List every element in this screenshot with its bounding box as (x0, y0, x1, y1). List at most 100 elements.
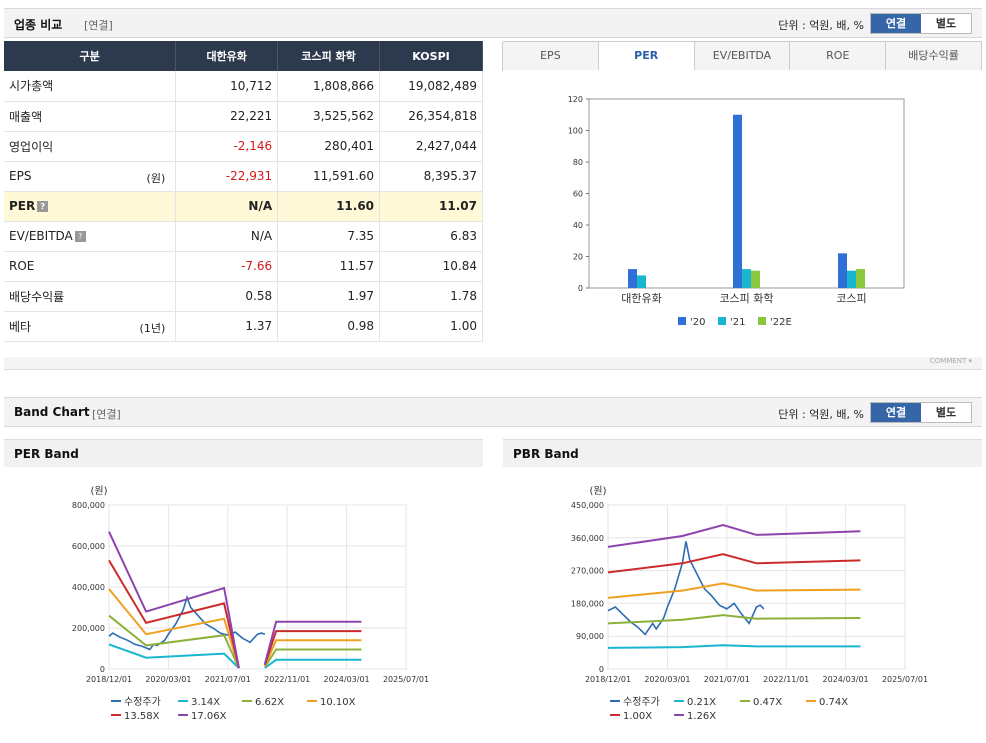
table-cell: 11.57 (277, 251, 381, 282)
bar (733, 114, 742, 288)
table-row: 영업이익 -2,146 280,401 2,427,044 (4, 131, 483, 162)
series-line (108, 594, 266, 651)
row-label-text: 시가총액 (9, 79, 54, 94)
series-line (108, 588, 362, 669)
series-line (607, 523, 861, 548)
table-row: EV/EBITDA? N/A 7.35 6.83 (4, 221, 483, 252)
row-label-text: 매출액 (9, 109, 43, 124)
row-label: EPS (원) (4, 161, 177, 192)
row-label-text: 베타 (9, 319, 32, 334)
tab-per[interactable]: PER (597, 42, 695, 71)
tab-dividend-yield[interactable]: 배당수익률 (885, 42, 982, 71)
y-tick-label: 80 (573, 158, 583, 167)
legend-label: '21 (730, 317, 745, 328)
series-line (607, 644, 861, 649)
legend-label: '22E (770, 317, 792, 328)
tab-eps[interactable]: EPS (502, 42, 599, 71)
table-cell: 8,395.37 (379, 161, 483, 192)
divider (4, 369, 982, 370)
table-cell: 1.37 (175, 311, 279, 342)
row-label: 영업이익 (4, 131, 177, 162)
table-row: 매출액 22,221 3,525,562 26,354,818 (4, 101, 483, 132)
x-tick-label: 2024/03/01 (324, 675, 370, 684)
toggle-consolidated-button[interactable]: 연결 (871, 14, 921, 33)
y-tick-label: 40 (573, 221, 583, 230)
legend-label: 0.47X (753, 697, 782, 708)
y-tick-label: 0 (100, 665, 105, 674)
plot-area (588, 98, 905, 289)
comment-label: COMMENT (929, 357, 967, 365)
table-cell: 26,354,818 (379, 101, 483, 132)
x-tick-label: 2024/03/01 (823, 675, 869, 684)
legend-label: 수정주가 (124, 696, 161, 708)
tab-ev-ebitda[interactable]: EV/EBITDA (693, 42, 791, 71)
metric-tabs: EPS PER EV/EBITDA ROE 배당수익률 (502, 41, 982, 71)
legend-label: 1.00X (623, 711, 652, 722)
table-row: 시가총액 10,712 1,808,866 19,082,489 (4, 71, 483, 102)
y-tick-label: 270,000 (571, 567, 604, 576)
industry-compare-header: 업종 비교 [연결] 단위 : 억원, 배, % 연결 별도 (4, 8, 982, 38)
help-icon[interactable]: ? (74, 231, 86, 242)
column-header: 구분 (4, 41, 177, 71)
table-header-row: 구분 대한유화 코스피 화학 KOSPI (4, 41, 483, 71)
row-unit: (1년) (139, 321, 166, 335)
series-line (108, 531, 362, 669)
table-cell: 10,712 (175, 71, 279, 102)
legend-label: 0.74X (819, 697, 848, 708)
pbr-band-chart-panel: (원) 0 90,000 180,000 270,000 360,000 450,000 20… (503, 467, 982, 737)
bar (637, 275, 646, 288)
bar (742, 269, 751, 288)
y-tick-label: 20 (573, 253, 583, 262)
row-label: ROE (4, 251, 177, 282)
table-cell: 0.58 (175, 281, 279, 312)
row-label: 시가총액 (4, 71, 177, 102)
legend-label: 0.21X (687, 697, 716, 708)
tab-roe[interactable]: ROE (789, 42, 887, 71)
legend-label: 10.10X (320, 697, 356, 708)
legend-swatch (718, 317, 726, 325)
toggle-separate-button[interactable]: 별도 (935, 17, 957, 30)
legend-label: 수정주가 (623, 696, 660, 708)
y-tick-label: 60 (573, 190, 583, 199)
series-line (607, 553, 861, 574)
column-header: 대한유화 (175, 41, 279, 71)
series-line (108, 643, 362, 669)
table-cell: 0.98 (277, 311, 381, 342)
comparison-table: 구분 대한유화 코스피 화학 KOSPI 시가총액 10,712 1,808,866… (4, 41, 483, 342)
comment-toggle[interactable]: COMMENT ▾ (929, 357, 972, 365)
table-cell: N/A (175, 191, 279, 222)
y-axis-unit: (원) (589, 485, 606, 497)
row-label: 배당수익률 (4, 281, 177, 312)
toggle-separate-button[interactable]: 별도 (935, 406, 957, 419)
legend-label: '20 (690, 317, 705, 328)
table-cell: 1,808,866 (277, 71, 381, 102)
table-cell: -7.66 (175, 251, 279, 282)
series-line (607, 541, 765, 636)
y-tick-label: 800,000 (72, 501, 105, 510)
x-tick-label: 2021/07/01 (704, 675, 750, 684)
comment-strip: COMMENT ▾ (4, 357, 982, 369)
row-unit: (원) (146, 171, 166, 185)
table-cell: 11,591.60 (277, 161, 381, 192)
toggle-consolidated-button[interactable]: 연결 (871, 403, 921, 422)
bar (838, 253, 847, 288)
table-cell: 1.00 (379, 311, 483, 342)
pbr-band-title-bar: PBR Band (503, 439, 982, 467)
legend-swatch (678, 317, 686, 325)
column-header: KOSPI (379, 41, 483, 71)
consolidated-toggle: 연결 별도 (870, 402, 972, 423)
section-subtitle: [연결] (84, 19, 113, 32)
table-cell: -2,146 (175, 131, 279, 162)
x-tick-label: 2022/11/01 (763, 675, 809, 684)
unit-label: 단위 : 억원, 배, % (778, 408, 864, 421)
y-tick-label: 450,000 (571, 501, 604, 510)
table-cell: 3,525,562 (277, 101, 381, 132)
legend-label: 17.06X (191, 711, 227, 722)
x-tick-label: 2020/03/01 (145, 675, 191, 684)
help-icon[interactable]: ? (37, 201, 49, 212)
x-category-label: 대한유화 (621, 292, 661, 305)
table-cell: N/A (175, 221, 279, 252)
y-tick-label: 120 (568, 95, 583, 104)
table-row: 배당수익률 0.58 1.97 1.78 (4, 281, 483, 312)
row-label-text: 영업이익 (9, 139, 54, 154)
